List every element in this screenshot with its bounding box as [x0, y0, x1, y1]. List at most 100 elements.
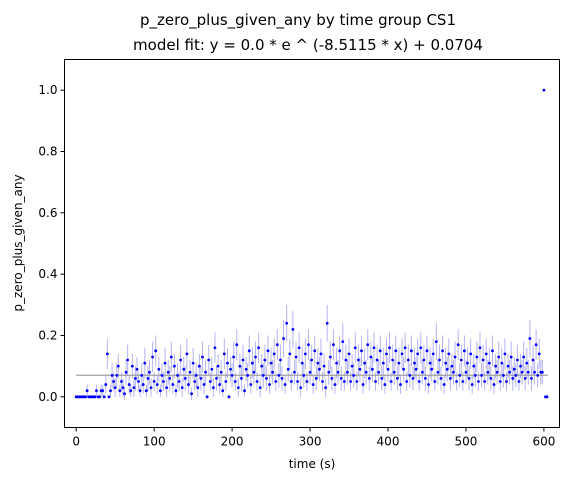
data-point — [307, 343, 310, 347]
data-point — [268, 383, 271, 386]
chart-title: p_zero_plus_given_any by time group CS1 — [140, 11, 456, 30]
data-point — [381, 361, 385, 365]
data-point — [264, 377, 268, 380]
data-point — [427, 383, 430, 386]
data-point — [105, 352, 109, 356]
data-point — [211, 386, 215, 390]
data-point — [470, 383, 474, 386]
data-point — [102, 395, 106, 399]
data-point — [116, 364, 120, 368]
data-point — [508, 370, 512, 374]
data-point — [155, 383, 159, 386]
data-point — [438, 358, 441, 362]
x-tick-label: 100 — [143, 435, 166, 449]
data-point — [101, 389, 105, 393]
data-point — [185, 352, 189, 356]
data-point — [286, 367, 290, 371]
data-point — [244, 367, 248, 371]
data-point — [210, 367, 214, 371]
data-point — [230, 373, 234, 377]
data-point — [121, 386, 125, 390]
data-point — [511, 377, 515, 380]
data-point — [475, 355, 479, 359]
data-point — [380, 377, 384, 380]
data-point — [173, 364, 176, 368]
data-point — [316, 361, 320, 365]
plot-frame — [64, 59, 560, 428]
data-point — [115, 373, 119, 377]
data-point — [149, 386, 153, 390]
data-point — [519, 364, 522, 368]
data-point — [364, 370, 368, 374]
data-point — [204, 370, 207, 374]
data-point — [467, 377, 471, 380]
data-point — [500, 361, 504, 365]
data-point — [483, 380, 487, 383]
data-point — [219, 370, 223, 374]
data-point — [191, 361, 195, 365]
data-point — [420, 370, 424, 374]
data-point — [177, 380, 181, 383]
data-point — [140, 373, 144, 377]
data-point — [335, 361, 338, 365]
data-point — [327, 370, 331, 374]
data-point — [442, 383, 446, 386]
data-point — [406, 358, 410, 362]
data-point — [293, 370, 296, 374]
data-point — [165, 386, 169, 390]
data-point — [123, 392, 126, 396]
data-point — [104, 383, 108, 386]
data-point — [240, 377, 243, 380]
data-point — [187, 383, 190, 386]
data-point — [160, 373, 164, 377]
data-point — [310, 358, 314, 362]
data-point — [127, 383, 131, 386]
data-point — [143, 361, 147, 365]
data-point — [436, 370, 440, 374]
data-point — [349, 380, 352, 383]
data-point — [469, 352, 473, 356]
data-point — [361, 383, 365, 386]
data-point — [494, 364, 497, 368]
data-point — [93, 395, 97, 399]
data-point — [487, 361, 491, 365]
data-point — [179, 358, 183, 362]
data-point — [126, 358, 130, 362]
data-point — [478, 346, 482, 350]
data-point — [477, 380, 480, 383]
data-point — [129, 389, 133, 393]
data-point — [509, 355, 513, 359]
data-point — [473, 373, 477, 377]
data-point — [367, 377, 371, 380]
data-point — [391, 358, 395, 362]
data-points — [74, 88, 549, 399]
data-point — [279, 358, 282, 362]
data-point — [433, 380, 437, 383]
data-point — [311, 383, 315, 386]
data-point — [135, 367, 139, 371]
data-point — [503, 352, 507, 356]
data-point — [289, 380, 293, 383]
data-point — [250, 361, 254, 365]
data-point — [431, 352, 435, 356]
data-point — [110, 373, 114, 377]
data-point — [232, 355, 236, 359]
data-point — [430, 367, 434, 371]
data-point — [325, 321, 329, 325]
data-point — [540, 370, 544, 374]
data-point — [124, 370, 128, 374]
data-point — [360, 349, 363, 353]
data-point — [319, 352, 323, 356]
x-tick-label: 600 — [532, 435, 555, 449]
data-point — [486, 370, 490, 374]
data-point — [413, 361, 416, 365]
y-tick-label: 0.0 — [38, 390, 57, 404]
data-point — [241, 358, 245, 362]
y-tick-label: 0.6 — [38, 206, 57, 220]
data-point — [132, 386, 136, 390]
x-axis-label: time (s) — [289, 457, 336, 471]
data-point — [355, 380, 359, 383]
data-point — [455, 380, 459, 383]
data-point — [517, 380, 521, 383]
data-point — [216, 364, 220, 368]
